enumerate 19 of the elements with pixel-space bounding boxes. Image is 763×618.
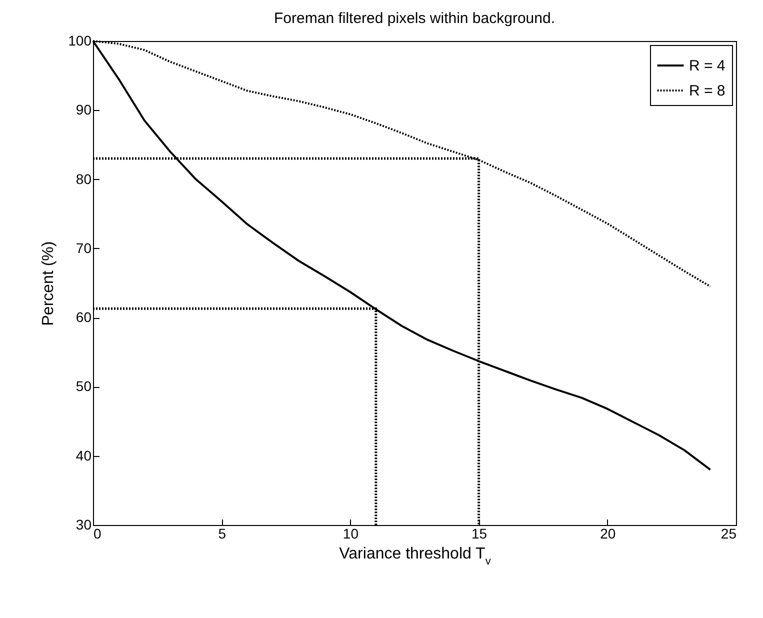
y-tick-label: 100 bbox=[68, 32, 92, 48]
x-tick-label: 25 bbox=[720, 526, 737, 542]
y-axis-title: Percent (%) bbox=[40, 241, 58, 326]
y-tick-label: 70 bbox=[76, 240, 92, 256]
x-tick-label: 15 bbox=[472, 526, 488, 542]
y-tick-label: 80 bbox=[76, 170, 92, 187]
y-tick-label: 50 bbox=[76, 378, 92, 394]
y-tick-label: 40 bbox=[76, 447, 92, 464]
chart-title: Foreman filtered pixels within background. bbox=[274, 10, 555, 27]
y-tick-label: 60 bbox=[76, 309, 92, 326]
y-tick-label: 30 bbox=[76, 516, 92, 532]
x-tick-label: 20 bbox=[600, 526, 616, 542]
x-axis-title: Variance threshold T$_{v}$ bbox=[339, 546, 492, 568]
x-tick-label: 0 bbox=[94, 526, 102, 542]
x-tick-label: 5 bbox=[218, 526, 226, 542]
x-tick-label: 10 bbox=[342, 526, 359, 542]
legend-label: R = 8 bbox=[689, 82, 726, 100]
legend-label: R = 4 bbox=[689, 58, 726, 74]
y-tick-label: 90 bbox=[76, 102, 92, 118]
